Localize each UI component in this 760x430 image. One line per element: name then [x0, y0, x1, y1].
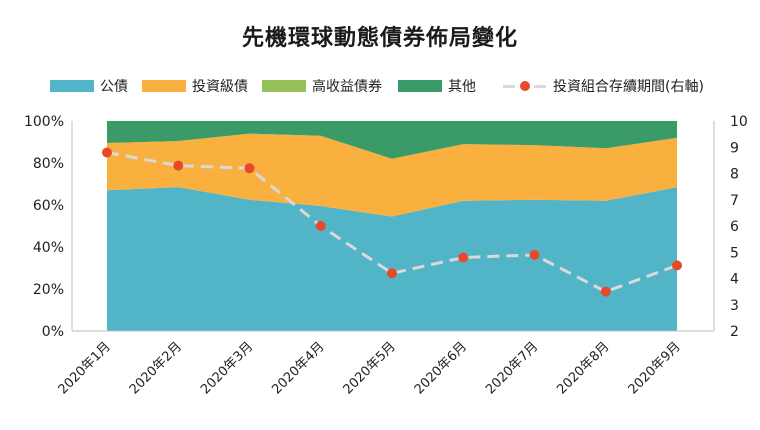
- right-tick-label: 8: [730, 167, 739, 183]
- legend-item-investment-grade: 投資級債: [142, 76, 248, 96]
- duration-point: [387, 268, 397, 279]
- x-tick-label: 2020年3月: [198, 339, 256, 397]
- right-tick-label: 9: [730, 140, 739, 156]
- duration-line: [106, 151, 678, 294]
- right-tick-label: 3: [730, 298, 739, 314]
- legend-swatch: [142, 80, 186, 92]
- left-tick-label: 40%: [33, 240, 64, 256]
- duration-point: [600, 286, 611, 297]
- legend-label: 投資級債: [192, 79, 248, 95]
- legend-item-high-yield: 高收益債券: [262, 76, 382, 96]
- x-tick-label: 2020年5月: [341, 339, 399, 397]
- legend-item-other: 其他: [398, 76, 476, 96]
- x-tick-label: 2020年9月: [626, 339, 684, 397]
- legend-label: 公債: [100, 79, 128, 95]
- left-tick-label: 0%: [42, 324, 64, 340]
- x-tick-label: 2020年2月: [127, 339, 185, 397]
- legend-label: 投資組合存續期間(右軸): [553, 79, 704, 95]
- duration-point: [102, 147, 112, 158]
- x-tick-label: 2020年4月: [269, 339, 327, 397]
- legend-item-government-bonds: 公債: [50, 76, 128, 96]
- area-series-1: [107, 133, 677, 217]
- left-tick-label: 60%: [33, 198, 64, 214]
- left-tick-label: 100%: [24, 114, 64, 130]
- legend-swatch: [398, 80, 442, 92]
- right-tick-label: 7: [730, 193, 739, 209]
- right-tick-label: 10: [730, 114, 748, 130]
- right-tick-label: 2: [730, 324, 739, 340]
- right-tick-label: 5: [730, 245, 739, 261]
- x-tick-label: 2020年6月: [412, 339, 470, 397]
- right-tick-label: 4: [730, 272, 739, 288]
- legend: 公債 投資級債 高收益債券 其他 投資組合存續期間(右軸): [0, 76, 760, 96]
- duration-point: [672, 260, 682, 271]
- legend-label: 其他: [448, 79, 476, 95]
- legend-label: 高收益債券: [312, 79, 382, 95]
- chart-title: 先機環球動態債券佈局變化: [241, 26, 518, 51]
- legend-line-marker-icon: [503, 80, 547, 92]
- x-tick-label: 2020年1月: [56, 339, 114, 397]
- legend-swatch: [50, 80, 94, 92]
- legend-swatch: [262, 80, 306, 92]
- left-tick-label: 80%: [33, 156, 64, 172]
- duration-point: [529, 249, 540, 260]
- right-tick-label: 6: [730, 219, 739, 235]
- legend-item-duration: 投資組合存續期間(右軸): [503, 76, 704, 96]
- duration-point: [458, 252, 469, 263]
- x-tick-label: 2020年7月: [483, 339, 541, 397]
- x-tick-label: 2020年8月: [554, 339, 612, 397]
- duration-point: [173, 160, 184, 171]
- area-series-0: [107, 187, 677, 331]
- area-series-3: [107, 121, 677, 159]
- duration-point: [244, 163, 255, 174]
- left-tick-label: 20%: [33, 282, 64, 298]
- duration-point: [315, 221, 326, 231]
